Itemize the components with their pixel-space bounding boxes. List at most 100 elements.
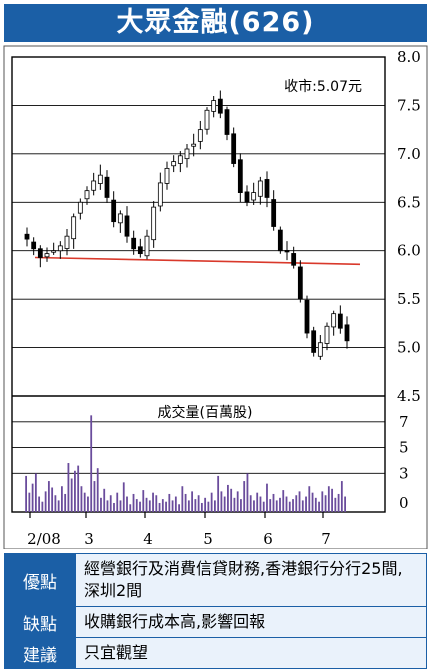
volume-bar	[282, 490, 285, 512]
candle-body	[211, 100, 217, 112]
candle-body	[204, 109, 210, 130]
candle-body	[217, 98, 223, 114]
candle-body	[184, 148, 190, 160]
volume-bar	[279, 497, 281, 512]
candle-body	[157, 182, 163, 207]
candle-body	[311, 330, 317, 353]
volume-bar	[38, 496, 41, 512]
volume-bar	[337, 493, 340, 512]
volume-tick-label: 7	[399, 413, 409, 431]
volume-bar	[64, 493, 67, 512]
candle-body	[84, 190, 90, 200]
volume-bar	[31, 483, 34, 512]
candle-body	[144, 235, 150, 257]
volume-bar	[301, 500, 304, 512]
volume-bar	[57, 500, 60, 512]
candle-body	[251, 192, 257, 201]
volume-bar	[331, 488, 333, 512]
advice-text: 只宜觀望	[75, 637, 427, 669]
volume-bar	[314, 497, 317, 512]
volume-bar	[184, 493, 187, 512]
volume-bar	[34, 473, 37, 512]
price-tick-label: 4.5	[397, 387, 421, 405]
volume-bar	[285, 496, 288, 512]
candle-body	[91, 180, 97, 191]
price-tick-label: 7.5	[397, 96, 421, 114]
volume-bar	[191, 491, 194, 512]
price-tick-label: 6.0	[397, 242, 421, 260]
volume-bar	[187, 500, 190, 512]
volume-bar	[90, 415, 93, 512]
close-price-annotation: 收市:5.07元	[284, 78, 362, 95]
cons-text: 收購銀行成本高,影響回報	[75, 606, 427, 638]
volume-bar	[298, 491, 301, 512]
x-tick-label: 3	[84, 530, 94, 548]
volume-bar	[109, 495, 112, 512]
candle-body	[151, 206, 157, 241]
volume-bar	[158, 502, 161, 512]
volume-bar	[67, 463, 70, 512]
x-tick-label: 6	[263, 530, 273, 548]
price-tick-label: 5.0	[397, 339, 421, 357]
volume-bar	[28, 492, 31, 512]
volume-bar	[61, 486, 63, 512]
support-trend-line	[34, 256, 361, 266]
volume-bar	[41, 501, 44, 512]
volume-bar	[197, 495, 200, 512]
volume-bar	[44, 491, 47, 512]
info-row-cons: 缺點 收購銀行成本高,影響回報	[4, 606, 427, 638]
candle-body	[71, 216, 77, 240]
volume-bar	[168, 493, 171, 512]
candle-body	[291, 253, 297, 266]
volume-bar	[129, 504, 132, 512]
volume-bar	[145, 497, 148, 512]
x-tick-label: 5	[203, 530, 213, 548]
candle-body	[237, 159, 243, 194]
volume-bar	[227, 484, 229, 512]
candle-body	[77, 201, 83, 214]
volume-bar	[275, 500, 278, 512]
volume-bar	[240, 499, 242, 512]
volume-bar	[113, 502, 115, 512]
volume-tick-label: 3	[399, 464, 409, 482]
plot-frame	[11, 56, 386, 513]
volume-bar	[262, 501, 265, 512]
volume-bar	[256, 492, 259, 512]
volume-bar	[217, 475, 220, 512]
candle-body	[271, 199, 277, 227]
candle-body	[64, 235, 70, 249]
volume-bar	[230, 488, 233, 512]
volume-tick-label: 5	[399, 439, 409, 457]
volume-bar	[93, 481, 96, 512]
volume-bar	[181, 486, 184, 512]
volume-bar	[259, 496, 262, 512]
pros-label: 優點	[4, 553, 76, 607]
candle-body	[197, 129, 203, 142]
candle-body	[124, 215, 130, 237]
volume-bar	[327, 486, 330, 512]
volume-bar	[233, 497, 236, 512]
volume-bar	[174, 496, 177, 512]
volume-bar	[103, 488, 106, 512]
candle-body	[31, 241, 37, 250]
volume-bar	[318, 501, 320, 512]
candle-body	[177, 155, 183, 164]
candle-body	[317, 342, 323, 357]
candle-body	[51, 250, 57, 253]
candle-body	[191, 143, 197, 147]
info-table: 優點 經營銀行及消費信貸財務,香港銀行分行25間,深圳2間 缺點 收購銀行成本高…	[4, 553, 427, 669]
candle-body	[257, 180, 263, 197]
volume-bar	[139, 501, 141, 512]
volume-bar	[243, 481, 246, 512]
volume-bar	[80, 486, 83, 512]
candle-body	[24, 233, 30, 240]
info-row-pros: 優點 經營銀行及消費信貸財務,香港銀行分行25間,深圳2間	[4, 553, 427, 607]
candle-body	[131, 237, 137, 250]
volume-bar	[83, 492, 86, 512]
volume-bar	[236, 491, 239, 512]
volume-bar	[295, 495, 298, 512]
volume-bar	[51, 487, 54, 512]
price-tick-label: 6.5	[397, 193, 421, 211]
volume-bar	[25, 475, 27, 512]
